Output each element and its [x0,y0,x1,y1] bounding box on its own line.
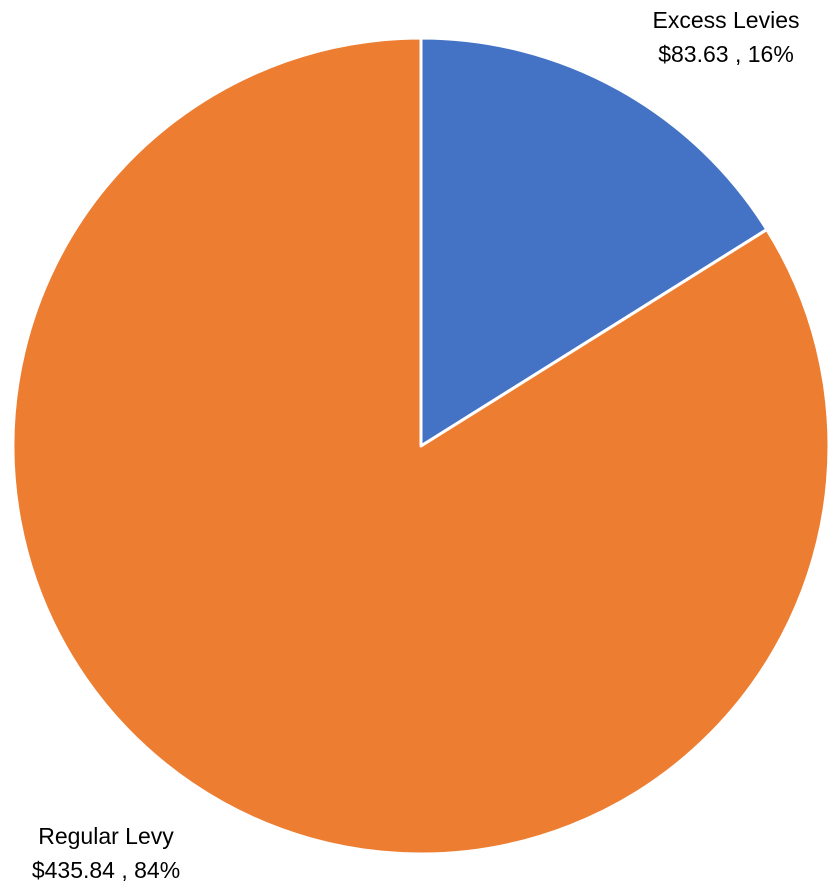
pie-slice [11,36,831,856]
category-label: Regular Levy [38,823,174,849]
value-label: $83.63 , 16% [658,41,794,67]
value-label: $435.84 , 84% [32,857,180,883]
category-label: Excess Levies [652,7,799,33]
pie-slice [419,36,769,448]
